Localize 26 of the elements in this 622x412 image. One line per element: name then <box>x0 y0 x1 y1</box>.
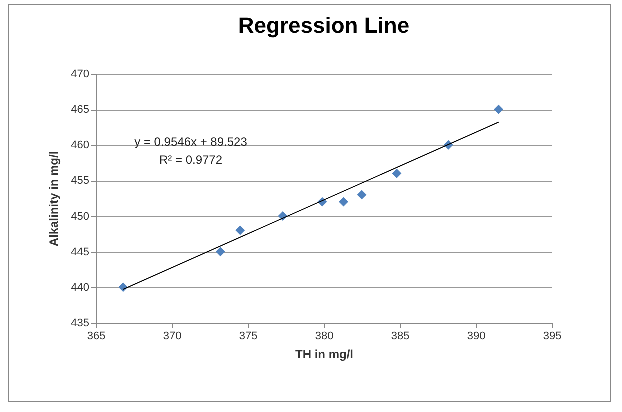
point <box>392 168 402 178</box>
annotation: y = 0.9546x + 89.523 <box>134 135 248 149</box>
x-tick-label: 395 <box>543 330 562 342</box>
annotation: R² = 0.9772 <box>159 153 223 167</box>
y-tick-label: 450 <box>71 210 90 223</box>
x-tick-label: 380 <box>315 330 334 342</box>
y-tick-label: 445 <box>71 246 90 258</box>
y-tick-label: 470 <box>71 68 90 80</box>
y-tick-label: 440 <box>71 282 90 294</box>
y-axis-title: Alkalinity in mg/l <box>47 151 62 247</box>
x-tick-label: 375 <box>239 330 258 342</box>
y-tick-label: 435 <box>71 318 90 330</box>
point <box>357 190 367 200</box>
chart-title: Regression Line <box>238 13 410 38</box>
y-tick-label: 460 <box>71 140 90 152</box>
point <box>236 226 246 236</box>
y-tick-label: 465 <box>71 104 90 116</box>
x-tick-label: 370 <box>163 330 182 342</box>
x-axis-title: TH in mg/l <box>296 348 354 362</box>
x-tick-label: 365 <box>87 330 106 342</box>
x-tick-label: 385 <box>391 330 410 342</box>
point <box>339 197 349 207</box>
point <box>216 247 226 257</box>
x-tick-label: 390 <box>467 330 486 342</box>
y-tick-label: 455 <box>71 175 90 188</box>
point <box>494 104 504 114</box>
